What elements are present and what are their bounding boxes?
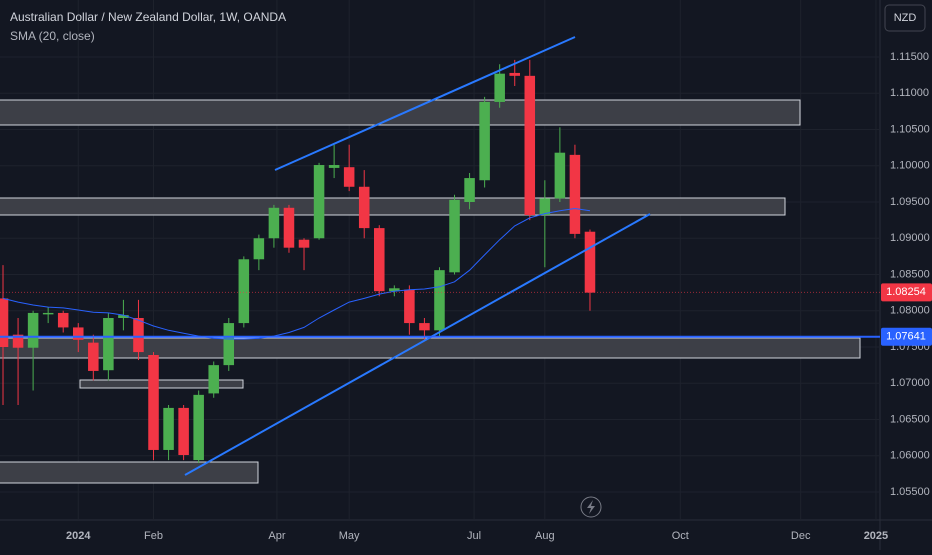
candle-body: [419, 323, 430, 331]
candle-body: [509, 72, 520, 76]
x-tick-label: Jul: [467, 530, 481, 542]
candle-body: [434, 270, 445, 331]
y-tick-label: 1.08500: [890, 268, 930, 280]
candle-body: [358, 186, 370, 229]
indicator-label: SMA (20, close): [10, 29, 95, 43]
x-tick-label: Feb: [144, 530, 163, 542]
candle-body: [72, 327, 84, 340]
candle-body: [268, 207, 280, 239]
y-tick-label: 1.11000: [890, 87, 929, 99]
candle-body: [178, 407, 189, 456]
candle-body: [253, 238, 265, 260]
candle-body: [479, 101, 490, 181]
candle-body: [464, 178, 475, 202]
y-tick-label: 1.10000: [890, 160, 930, 172]
candle-body: [103, 318, 114, 371]
candle-body: [42, 312, 54, 315]
zone: [79, 379, 244, 389]
price-label-box: [881, 283, 932, 302]
candle-body: [374, 228, 385, 292]
sma-line: [2, 207, 591, 340]
candle-body: [163, 407, 174, 450]
candle-body: [494, 73, 505, 102]
trend-line: [184, 213, 651, 476]
candle-body: [584, 231, 596, 293]
lightning-icon[interactable]: [580, 496, 602, 518]
candle-body: [404, 289, 415, 324]
y-tick-label: 1.09500: [890, 196, 930, 208]
candle-body: [223, 323, 235, 366]
candle-body: [0, 298, 9, 348]
zone: [0, 461, 259, 484]
x-tick-label: Dec: [791, 530, 811, 542]
candle-body: [313, 165, 325, 239]
currency-label[interactable]: NZD: [894, 12, 917, 24]
lightning-icon: [587, 500, 595, 514]
candle-body: [298, 239, 310, 248]
zone: [0, 337, 861, 359]
x-tick-label: Aug: [535, 530, 555, 542]
candle-body: [524, 75, 536, 216]
zone: [0, 197, 786, 216]
candle-body: [569, 154, 581, 234]
price-label: 1.08254: [886, 286, 926, 298]
y-tick-label: 1.07000: [890, 377, 930, 389]
candle-body: [88, 342, 99, 371]
price-label-box: [881, 327, 932, 346]
currency-button[interactable]: [884, 4, 926, 32]
x-tick-label: Oct: [672, 530, 689, 542]
candle-body: [328, 165, 340, 168]
series-layer: [0, 59, 596, 464]
candle-body: [539, 198, 551, 216]
zone: [0, 99, 801, 126]
candle-body: [118, 315, 129, 319]
candle-body: [12, 334, 24, 348]
candle-body: [343, 167, 355, 187]
candle-body: [148, 354, 159, 450]
y-tick-label: 1.06500: [890, 413, 930, 425]
y-tick-label: 1.08000: [890, 305, 930, 317]
trend-line: [274, 36, 576, 171]
candle-body: [283, 207, 295, 248]
candle-body: [57, 312, 69, 328]
candle-body: [238, 259, 250, 324]
y-tick-label: 1.06000: [890, 450, 930, 462]
candle-body: [27, 312, 39, 348]
x-tick-label: May: [339, 530, 360, 542]
x-tick-label: 2024: [66, 530, 91, 542]
x-tick-label: 2025: [864, 530, 888, 542]
candle-body: [133, 318, 144, 353]
y-tick-label: 1.05500: [890, 486, 930, 498]
y-tick-label: 1.09000: [890, 232, 930, 244]
candle-body: [208, 365, 219, 394]
x-tick-label: Apr: [268, 530, 285, 542]
price-label: 1.07641: [886, 331, 926, 343]
candle-body: [449, 199, 460, 273]
y-tick-label: 1.11500: [890, 51, 929, 63]
y-tick-label: 1.10500: [890, 123, 930, 135]
candle-body: [389, 288, 400, 292]
chart-title: Australian Dollar / New Zealand Dollar, …: [10, 10, 286, 24]
candle-body: [554, 152, 566, 199]
candle-body: [193, 394, 204, 461]
